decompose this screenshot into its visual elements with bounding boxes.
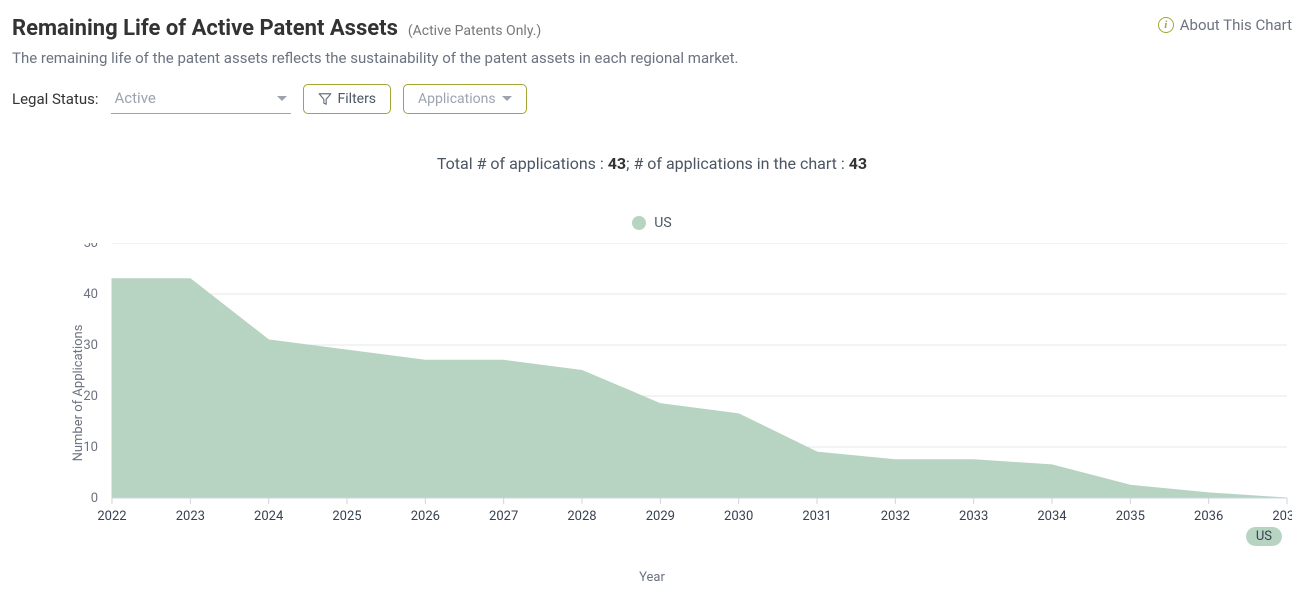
svg-text:2037: 2037 (1272, 509, 1292, 524)
svg-text:2022: 2022 (97, 509, 126, 524)
legal-status-select[interactable]: Active (111, 83, 291, 114)
totals-total: 43 (608, 154, 626, 173)
legal-status-label: Legal Status: (12, 90, 99, 108)
svg-text:2027: 2027 (489, 509, 518, 524)
info-icon: i (1158, 17, 1174, 33)
legal-status-value: Active (115, 89, 156, 107)
applications-label: Applications (418, 91, 496, 107)
about-chart-link[interactable]: i About This Chart (1158, 16, 1292, 34)
chart-container: Number of Applications 01020304050202220… (12, 243, 1292, 542)
applications-dropdown[interactable]: Applications (403, 84, 527, 114)
totals-prefix: Total # of applications : (437, 154, 608, 173)
filters-label: Filters (338, 91, 377, 107)
legend-series-label: US (654, 215, 671, 231)
svg-text:50: 50 (83, 243, 98, 251)
chart-legend: US (12, 215, 1292, 231)
svg-text:2028: 2028 (567, 509, 596, 524)
svg-text:2031: 2031 (802, 509, 831, 524)
svg-text:2032: 2032 (881, 509, 910, 524)
svg-text:2035: 2035 (1116, 509, 1145, 524)
title-note: (Active Patents Only.) (408, 23, 541, 39)
totals-in-chart: 43 (849, 154, 867, 173)
svg-text:2025: 2025 (332, 509, 361, 524)
page-title: Remaining Life of Active Patent Assets (12, 16, 398, 41)
chevron-down-icon (277, 96, 287, 101)
chevron-down-icon (502, 96, 512, 101)
series-badge: US (1246, 527, 1282, 546)
svg-text:2033: 2033 (959, 509, 988, 524)
y-axis-label: Number of Applications (71, 324, 86, 461)
svg-text:2030: 2030 (724, 509, 753, 524)
totals-mid: ; # of applications in the chart : (626, 154, 849, 173)
svg-text:2026: 2026 (411, 509, 440, 524)
area-chart: 0102030405020222023202420252026202720282… (12, 243, 1292, 538)
subtitle: The remaining life of the patent assets … (12, 49, 1292, 67)
legend-swatch (632, 216, 646, 230)
svg-text:2023: 2023 (176, 509, 205, 524)
svg-text:40: 40 (83, 287, 98, 302)
svg-text:2036: 2036 (1194, 509, 1223, 524)
filters-button[interactable]: Filters (303, 84, 392, 114)
svg-text:2034: 2034 (1037, 509, 1067, 524)
x-axis-label: Year (12, 570, 1292, 585)
about-chart-label: About This Chart (1180, 16, 1292, 34)
totals-text: Total # of applications : 43; # of appli… (12, 154, 1292, 173)
filter-icon (318, 92, 332, 106)
svg-text:2029: 2029 (646, 509, 675, 524)
svg-text:2024: 2024 (254, 509, 284, 524)
svg-text:0: 0 (91, 491, 98, 506)
